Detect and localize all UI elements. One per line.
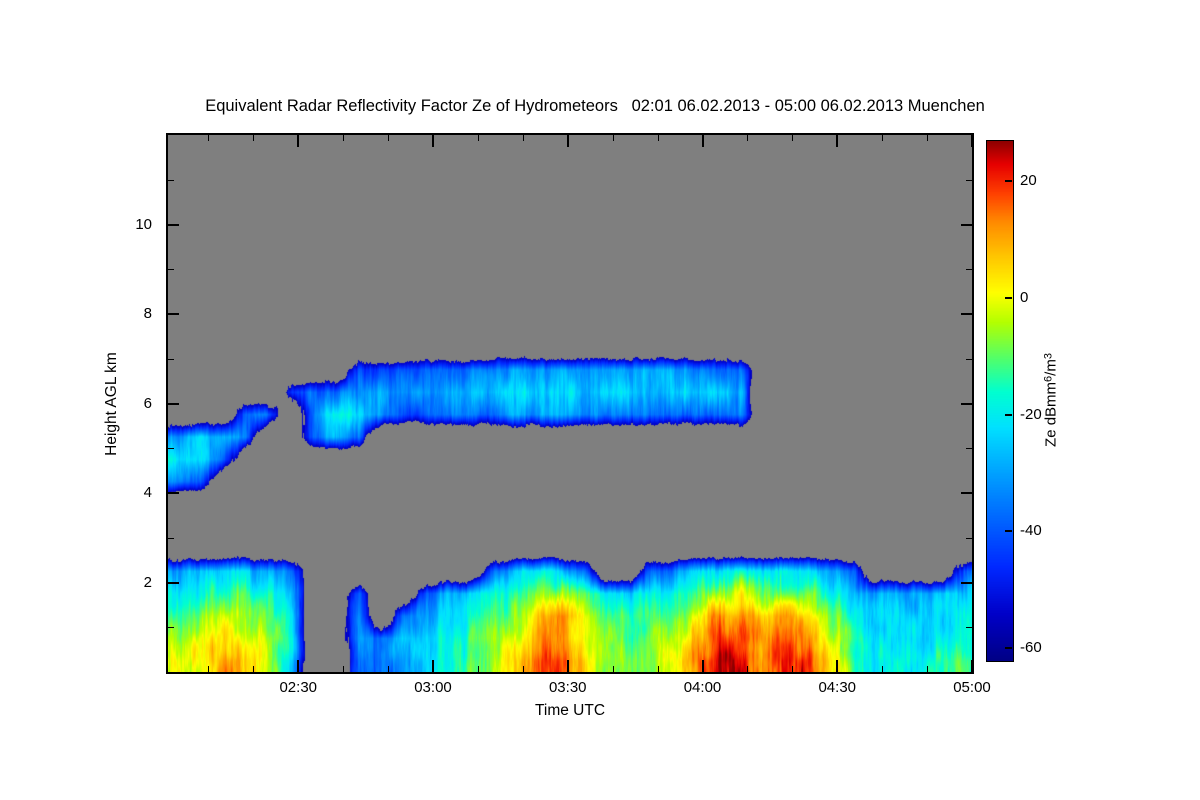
x-tick-minor xyxy=(657,666,659,672)
y-tick-minor xyxy=(966,448,972,450)
y-tick-minor xyxy=(966,627,972,629)
plot-title: Equivalent Radar Reflectivity Factor Ze … xyxy=(205,97,985,115)
y-tick-major xyxy=(961,313,972,315)
colorbar-tick xyxy=(1005,296,1012,299)
x-tick-major xyxy=(297,660,300,672)
x-tick-label: 04:30 xyxy=(818,679,857,696)
x-tick-label: 02:30 xyxy=(279,679,318,696)
x-tick-minor xyxy=(882,666,884,672)
y-tick-minor xyxy=(168,179,174,181)
x-tick-major xyxy=(836,660,839,672)
x-tick-minor xyxy=(253,666,255,672)
colorbar-tick-label: 0 xyxy=(1020,288,1029,306)
x-tick-major xyxy=(566,135,569,147)
x-tick-minor xyxy=(747,666,749,672)
x-tick-minor xyxy=(612,666,614,672)
y-tick-minor xyxy=(966,269,972,271)
y-tick-label: 10 xyxy=(135,215,152,233)
colorbar-title-sup6: 6 xyxy=(1042,375,1055,382)
x-tick-minor xyxy=(477,135,479,141)
colorbar xyxy=(986,140,1014,662)
x-tick-minor xyxy=(522,666,524,672)
colorbar-title-sup3: 3 xyxy=(1042,353,1055,360)
x-tick-minor xyxy=(657,135,659,141)
x-tick-major xyxy=(971,135,973,147)
x-tick-major xyxy=(701,135,704,147)
y-tick-minor xyxy=(168,358,174,360)
x-tick-label: 03:30 xyxy=(548,679,587,696)
y-tick-minor xyxy=(966,179,972,181)
x-tick-minor xyxy=(388,666,390,672)
x-tick-minor xyxy=(388,135,390,141)
y-tick-major xyxy=(961,492,972,494)
y-tick-minor xyxy=(168,537,174,539)
x-tick-minor xyxy=(208,666,210,672)
x-tick-minor xyxy=(792,666,794,672)
x-tick-minor xyxy=(882,135,884,141)
x-tick-minor xyxy=(927,666,929,672)
y-tick-major xyxy=(168,402,179,405)
x-tick-major xyxy=(432,135,434,147)
x-axis-title: Time UTC xyxy=(534,702,606,719)
x-tick-label: 05:00 xyxy=(953,679,991,696)
y-tick-major xyxy=(168,581,179,584)
x-tick-minor xyxy=(343,135,345,141)
x-tick-minor xyxy=(522,135,524,141)
colorbar-canvas xyxy=(987,141,1013,661)
x-tick-minor xyxy=(208,135,210,141)
y-tick-major xyxy=(961,402,972,405)
y-tick-major xyxy=(961,223,972,226)
colorbar-tick xyxy=(1005,647,1012,650)
x-tick-minor xyxy=(253,135,255,141)
y-tick-minor xyxy=(168,448,174,450)
colorbar-tick-label: -20 xyxy=(1020,405,1042,423)
x-tick-major xyxy=(701,660,704,672)
y-tick-major xyxy=(961,581,972,584)
colorbar-tick xyxy=(1005,530,1012,533)
y-tick-label: 8 xyxy=(143,305,152,322)
colorbar-tick xyxy=(1005,413,1012,416)
y-tick-label: 4 xyxy=(143,484,152,501)
x-tick-major xyxy=(432,660,434,672)
colorbar-tick-label: -40 xyxy=(1020,522,1042,540)
x-tick-minor xyxy=(792,135,794,141)
heatmap-plot-area xyxy=(168,135,972,672)
x-tick-major xyxy=(971,660,973,672)
x-tick-minor xyxy=(343,666,345,672)
y-tick-minor xyxy=(168,627,174,629)
x-tick-minor xyxy=(927,135,929,141)
heatmap-canvas xyxy=(168,135,972,672)
y-tick-major xyxy=(168,223,179,226)
colorbar-tick-label: -60 xyxy=(1020,639,1042,657)
colorbar-tick-label: 20 xyxy=(1020,171,1037,189)
y-tick-major xyxy=(168,313,179,315)
x-tick-minor xyxy=(477,666,479,672)
y-tick-label: 2 xyxy=(143,573,152,591)
x-tick-label: 04:00 xyxy=(683,679,722,696)
x-tick-major xyxy=(836,135,839,147)
y-tick-major xyxy=(168,492,179,494)
y-tick-minor xyxy=(966,537,972,539)
x-tick-major xyxy=(297,135,300,147)
y-tick-minor xyxy=(966,358,972,360)
y-tick-label: 6 xyxy=(143,394,152,412)
colorbar-tick xyxy=(1005,179,1012,182)
y-tick-minor xyxy=(168,269,174,271)
x-tick-major xyxy=(566,660,569,672)
colorbar-title: Ze dBmm6/m3 xyxy=(1043,353,1060,447)
x-tick-minor xyxy=(747,135,749,141)
x-tick-label: 03:00 xyxy=(414,679,452,696)
x-tick-minor xyxy=(612,135,614,141)
colorbar-title-mid: /m xyxy=(1042,359,1060,376)
